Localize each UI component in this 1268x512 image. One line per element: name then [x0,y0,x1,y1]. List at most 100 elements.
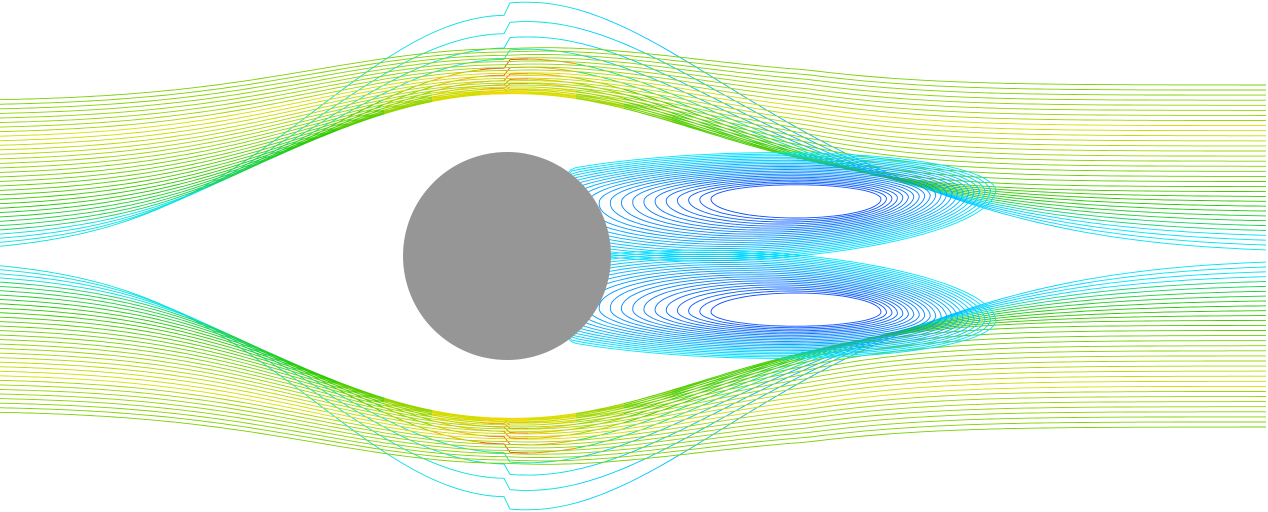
vortex-loop [643,175,915,231]
streamline-segment [191,358,241,370]
streamline-segment [623,75,673,95]
streamline-segment [575,91,625,100]
streamline-segment [623,69,673,77]
streamline-segment [1007,168,1057,171]
streamline-segment [719,109,769,120]
streamline-segment [143,153,193,162]
streamline-segment [143,149,193,158]
streamline-segment [959,146,1009,150]
streamline-segment [95,148,145,155]
streamline-segment [95,176,145,185]
streamline-segment [623,428,673,437]
streamline-segment [383,65,433,74]
streamline-segment [1007,371,1057,374]
streamline-segment [335,388,385,413]
streamline-segment [287,437,337,447]
streamline-segment [911,147,961,153]
streamline-segment [287,403,337,415]
streamline-segment [1247,239,1267,241]
streamline-segment [911,166,961,172]
streamline-segment [479,420,529,423]
streamline-segment [143,319,193,332]
streamline-segment [239,81,289,91]
streamline-segment [1007,303,1057,311]
streamline-segment [95,340,145,348]
streamline-segment [1055,129,1104,131]
streamline-segment [863,431,913,437]
streamline-segment [959,91,1009,94]
vortex-loop [688,288,893,330]
streamline-segment [1103,216,1153,222]
streamline-segment [959,136,1009,140]
streamline-segment [767,101,817,109]
streamline-segment [815,420,865,428]
streamline-segment [239,393,289,405]
streamline-segment [383,426,433,435]
streamline-segment [623,455,673,461]
streamline-segment [1055,391,1104,393]
streamline-segment [527,426,577,430]
streamline-segment [335,390,385,405]
streamline-segment [959,106,1009,110]
streamline-segment [383,420,433,429]
streamline-segment [95,213,145,229]
streamline-segment [911,182,961,192]
streamline-segment [95,164,145,172]
streamline-segment [383,72,433,94]
streamline-segment [671,120,721,136]
streamline-segment [431,458,481,464]
streamline-segment [815,98,865,106]
streamline-segment [95,286,145,301]
streamline-segment [719,65,769,72]
streamline-segment [335,407,385,419]
streamline-segment [95,180,145,189]
streamline-segment [1151,194,1201,197]
streamline-segment [1199,200,1249,202]
streamline-segment [767,403,817,411]
streamline-segment [767,385,817,394]
streamline-segment [47,126,97,131]
streamline-segment [959,408,1009,411]
streamline-segment [767,126,817,136]
streamline-segment [911,429,961,433]
streamline-segment [191,161,241,176]
streamline-segment [47,390,97,394]
streamline-segment [527,48,577,55]
streamline-segment [623,43,673,67]
streamline-segment [383,417,433,427]
streamline-segment [1007,296,1057,306]
streamline-segment [528,60,577,63]
streamline-segment [0,277,49,283]
streamline-segment [47,372,97,377]
streamline-segment [383,55,433,63]
streamline-segment [239,340,289,370]
streamline-segment [191,121,241,131]
streamline-segment [95,401,145,407]
streamline-segment [287,383,337,397]
streamline-segment [959,160,1009,165]
streamline-segment [815,425,865,432]
streamline-segment [575,409,625,419]
streamline-segment [1151,233,1201,238]
streamline-segment [1007,422,1056,425]
streamline-segment [911,379,961,384]
streamline-segment [0,97,49,101]
streamline-segment [815,121,865,130]
streamline-segment [719,409,769,418]
streamline-segment [239,358,289,373]
streamline-segment [911,419,961,423]
streamline-segment [528,57,577,60]
vortex-loop [643,280,915,336]
streamline-segment [335,88,385,99]
streamline-segment [719,123,769,136]
streamline-segment [239,347,289,365]
streamline-segment [191,369,241,380]
streamline-segment [671,401,721,413]
streamline-segment [143,145,193,154]
streamline-segment [575,85,625,93]
streamline-segment [623,414,673,424]
streamline-segment [47,153,97,158]
streamline-segment [528,63,577,66]
streamline-segment [1199,267,1249,271]
streamline-segment [47,191,97,197]
